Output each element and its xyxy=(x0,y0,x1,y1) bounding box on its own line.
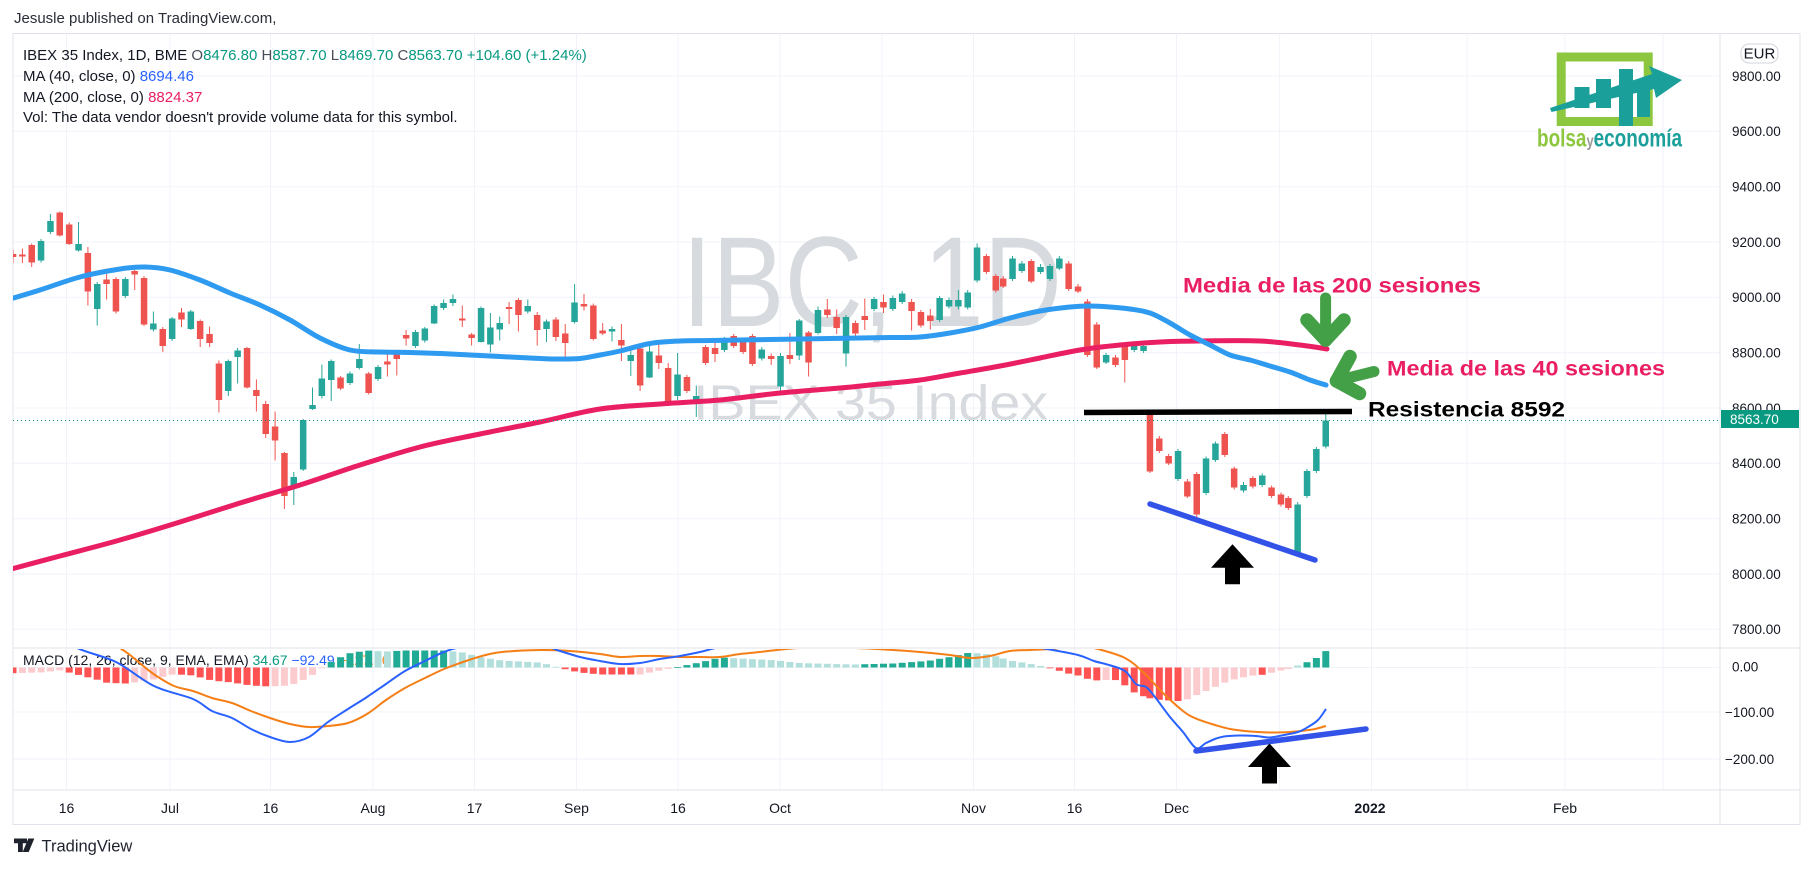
svg-text:EUR: EUR xyxy=(1744,46,1776,63)
svg-text:Vol: The data vendor doesn't p: Vol: The data vendor doesn't provide vol… xyxy=(23,109,458,126)
svg-text:0.00: 0.00 xyxy=(1732,659,1758,674)
svg-text:Oct: Oct xyxy=(769,800,791,816)
svg-text:8800.00: 8800.00 xyxy=(1732,346,1781,361)
svg-text:9200.00: 9200.00 xyxy=(1732,235,1781,250)
svg-text:Resistencia 8592: Resistencia 8592 xyxy=(1368,398,1565,422)
svg-text:Nov: Nov xyxy=(961,800,986,816)
svg-text:TradingView: TradingView xyxy=(42,838,133,856)
svg-text:9400.00: 9400.00 xyxy=(1732,180,1781,195)
svg-text:8200.00: 8200.00 xyxy=(1732,512,1781,527)
svg-text:Feb: Feb xyxy=(1553,800,1577,816)
svg-text:16: 16 xyxy=(59,800,75,816)
svg-text:7800.00: 7800.00 xyxy=(1732,622,1781,637)
svg-text:9600.00: 9600.00 xyxy=(1732,124,1781,139)
svg-text:9800.00: 9800.00 xyxy=(1732,69,1781,84)
svg-text:17: 17 xyxy=(467,800,483,816)
svg-text:−200.00: −200.00 xyxy=(1725,752,1774,767)
svg-text:IBEX 35 Index, 1D, BME O8476.: IBEX 35 Index, 1D, BME O8476.80 H8587.70… xyxy=(23,47,587,64)
svg-text:16: 16 xyxy=(263,800,279,816)
svg-text:−100.00: −100.00 xyxy=(1725,705,1774,720)
svg-text:MACD (12, 26, close, 9, EMA, E: MACD (12, 26, close, 9, EMA, EMA) 34.67 … xyxy=(23,652,390,668)
svg-text:Media de las 40 sesiones: Media de las 40 sesiones xyxy=(1387,357,1665,381)
svg-text:8563.70: 8563.70 xyxy=(1730,412,1779,427)
svg-text:16: 16 xyxy=(670,800,686,816)
svg-text:Jul: Jul xyxy=(161,800,179,816)
svg-text:8400.00: 8400.00 xyxy=(1732,456,1781,471)
svg-text:MA (40, close, 0) 8694.46: MA (40, close, 0) 8694.46 xyxy=(23,68,194,85)
svg-text:9000.00: 9000.00 xyxy=(1732,290,1781,305)
svg-text:Sep: Sep xyxy=(564,800,589,816)
svg-text:MA (200, close, 0) 8824.37: MA (200, close, 0) 8824.37 xyxy=(23,89,202,106)
svg-text:Aug: Aug xyxy=(361,800,386,816)
svg-text:bolsayeconomía: bolsayeconomía xyxy=(1537,125,1683,153)
svg-text:16: 16 xyxy=(1067,800,1083,816)
svg-text:8000.00: 8000.00 xyxy=(1732,567,1781,582)
svg-text:Dec: Dec xyxy=(1164,800,1189,816)
svg-text:2022: 2022 xyxy=(1354,800,1385,816)
svg-text:Media de las 200 sesiones: Media de las 200 sesiones xyxy=(1183,274,1481,298)
svg-text:Jesusle published on TradingVi: Jesusle published on TradingView.com, xyxy=(14,10,276,27)
